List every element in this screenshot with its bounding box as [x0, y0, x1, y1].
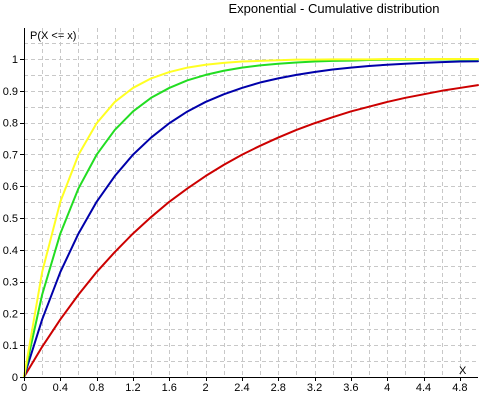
series-line-red	[23, 84, 479, 378]
x-tick-label: 1.6	[162, 382, 177, 394]
axes	[24, 28, 478, 378]
x-tick-label: 3.2	[307, 382, 322, 394]
x-tick-label: 0	[21, 382, 27, 394]
x-axis-label: X	[459, 365, 467, 377]
series-line-blue	[23, 60, 479, 378]
x-tick-label: 4.4	[416, 382, 431, 394]
x-tick-label: 2	[203, 382, 209, 394]
x-tick-label: 0.8	[89, 382, 104, 394]
y-axis-label: P(X <= x)	[30, 30, 76, 42]
series-line-yellow	[23, 58, 479, 378]
x-tick-label: 1.2	[125, 382, 140, 394]
y-tick-label: 0.5	[3, 213, 18, 225]
y-tick-label: 0.2	[3, 308, 18, 320]
series-lines	[23, 58, 479, 378]
x-tick-label: 4	[384, 382, 390, 394]
chart-title: Exponential - Cumulative distribution	[229, 1, 440, 16]
x-tick-label: 4.8	[452, 382, 467, 394]
y-tick-label: 0.3	[3, 277, 18, 289]
y-tick-label: 0	[12, 372, 18, 384]
x-tick-label: 3.6	[343, 382, 358, 394]
x-tick-label: 0.4	[53, 382, 68, 394]
x-tick-label: 2.4	[234, 382, 249, 394]
y-tick-label: 1	[12, 54, 18, 66]
y-tick-label: 0.6	[3, 181, 18, 193]
x-tick-label: 2.8	[271, 382, 286, 394]
y-tick-label: 0.4	[3, 245, 18, 257]
grid	[24, 28, 478, 377]
y-tick-label: 0.1	[3, 340, 18, 352]
ticks: 0 0.4 0.8 1.2 1.6 2 2.4 2.8 3.2 3.6 4 4.4 4.8 0 0.1 0.2…	[3, 54, 468, 394]
y-tick-label: 0.7	[3, 149, 18, 161]
y-tick-label: 0.8	[3, 118, 18, 130]
y-tick-label: 0.9	[3, 86, 18, 98]
